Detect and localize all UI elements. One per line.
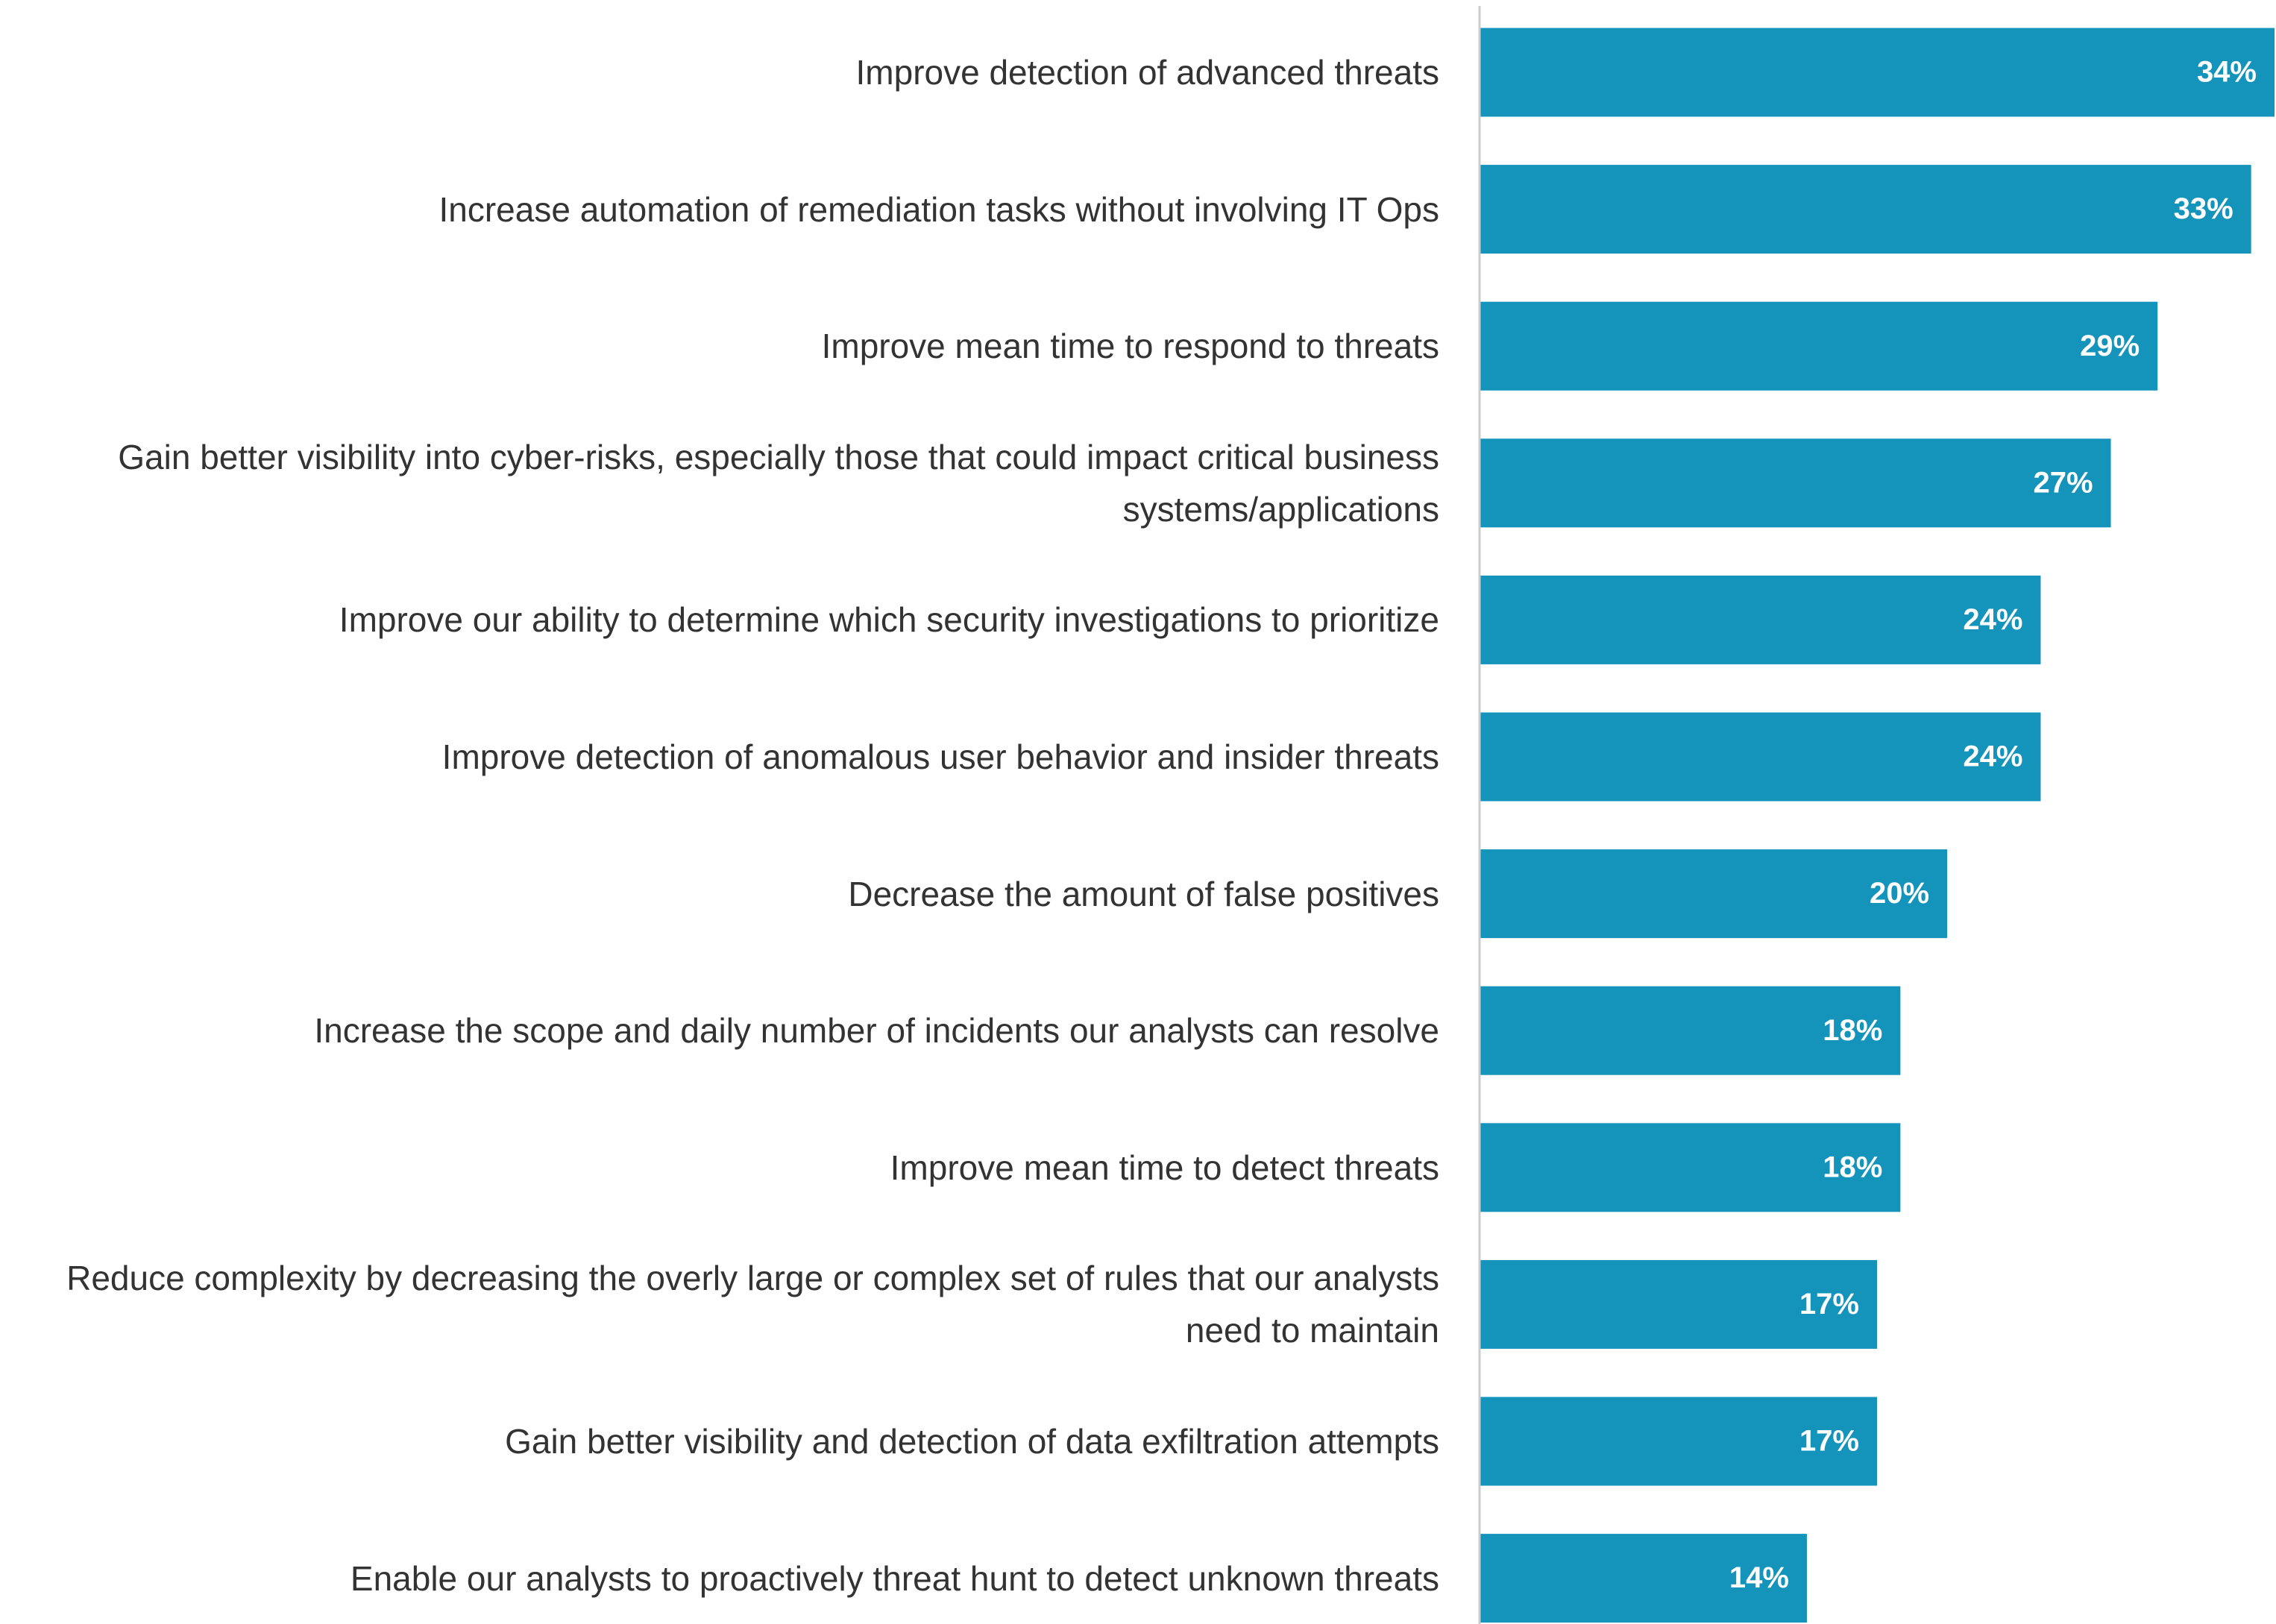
value-label: 14% (1729, 1561, 1789, 1594)
value-label: 33% (2174, 192, 2233, 225)
bar (1480, 1259, 1877, 1349)
value-label: 18% (1823, 1151, 1882, 1183)
category-label: Gain better visibility and detection of … (505, 1422, 1439, 1461)
bar (1480, 301, 2158, 391)
category-label: Gain better visibility into cyber-risks,… (118, 437, 1439, 529)
value-label: 18% (1823, 1014, 1882, 1047)
value-label: 24% (1963, 603, 2022, 636)
category-label: Enable our analysts to proactively threa… (350, 1558, 1439, 1598)
bar (1480, 986, 1901, 1075)
bar (1480, 1123, 1901, 1212)
category-label: Increase automation of remediation tasks… (438, 189, 1439, 229)
bar (1480, 849, 1948, 939)
category-label: Improve our ability to determine which s… (339, 600, 1439, 640)
bar (1480, 165, 2251, 254)
category-label: Improve detection of advanced threats (855, 53, 1439, 92)
bar (1480, 712, 2041, 802)
value-label: 20% (1870, 877, 1929, 910)
bar (1480, 575, 2041, 664)
value-label: 34% (2197, 56, 2257, 89)
bar (1480, 1397, 1877, 1486)
category-label: Increase the scope and daily number of i… (314, 1011, 1439, 1051)
category-label: Reduce complexity by decreasing the over… (66, 1259, 1439, 1350)
bar (1480, 28, 2275, 117)
category-label: Improve detection of anomalous user beha… (441, 737, 1439, 776)
bar (1480, 1534, 1807, 1623)
category-label: Improve mean time to respond to threats (821, 327, 1439, 366)
value-label: 17% (1799, 1425, 1859, 1458)
value-label: 27% (2033, 466, 2093, 499)
category-label: Decrease the amount of false positives (848, 874, 1439, 913)
value-label: 29% (2080, 330, 2140, 362)
value-label: 24% (1963, 740, 2022, 773)
value-label: 17% (1799, 1288, 1859, 1321)
category-label: Improve mean time to detect threats (890, 1148, 1439, 1187)
bar (1480, 438, 2111, 528)
